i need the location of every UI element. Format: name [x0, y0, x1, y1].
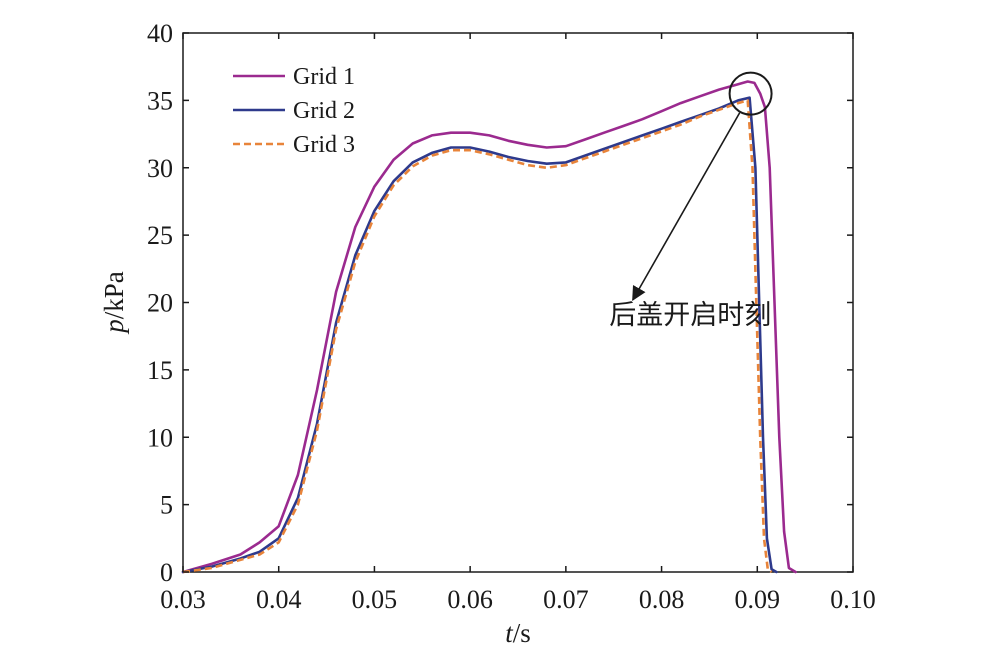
x-tick-label: 0.07	[543, 585, 589, 614]
y-tick-label: 35	[147, 86, 173, 115]
y-tick-label: 15	[147, 356, 173, 385]
y-tick-label: 20	[147, 289, 173, 318]
series-line-2	[181, 96, 778, 574]
x-axis-label: t/s	[505, 618, 531, 648]
series-layer	[181, 80, 797, 574]
legend-label: Grid 3	[293, 132, 355, 158]
x-tick-label: 0.03	[160, 585, 206, 614]
series-line-1	[181, 80, 797, 574]
annotation-layer: 后盖开启时刻	[609, 71, 773, 331]
y-tick-label: 30	[147, 154, 173, 183]
y-axis-label: p/kPa	[99, 271, 129, 335]
y-tick-label: 5	[160, 491, 173, 520]
y-tick-label: 25	[147, 221, 173, 250]
x-axis-ticks: 0.03 0.04 0.05 0.06 0.07 0.08 0.09 0.10	[160, 33, 876, 614]
y-tick-label: 40	[147, 19, 173, 48]
x-tick-label: 0.10	[830, 585, 876, 614]
annotation-arrow	[632, 112, 741, 302]
x-tick-label: 0.09	[735, 585, 781, 614]
series-line-3	[182, 99, 773, 574]
annotation-label: 后盖开启时刻	[609, 300, 771, 331]
legend-label: Grid 2	[293, 98, 355, 124]
legend-label: Grid 1	[293, 64, 355, 90]
x-tick-label: 0.04	[256, 585, 302, 614]
legend: Grid 1 Grid 2 Grid 3	[233, 64, 355, 158]
y-tick-label: 10	[147, 423, 173, 452]
peak-highlight-circle	[728, 71, 773, 116]
y-axis-ticks: 0 5 10 15 20 25 30 35 40	[147, 19, 853, 587]
x-tick-label: 0.08	[639, 585, 685, 614]
plot-area: 后盖开启时刻	[181, 71, 797, 574]
y-tick-label: 0	[160, 558, 173, 587]
x-tick-label: 0.05	[352, 585, 398, 614]
x-tick-label: 0.06	[447, 585, 493, 614]
